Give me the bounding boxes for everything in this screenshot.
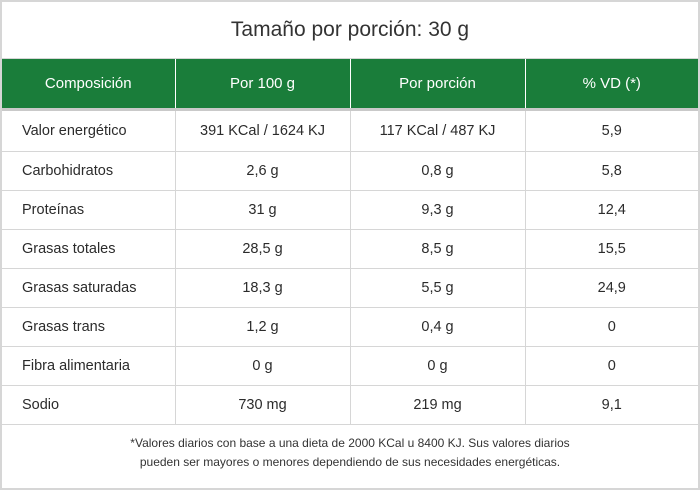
value-per-serving: 117 KCal / 487 KJ <box>349 109 525 152</box>
nutrient-name: Grasas totales <box>2 229 175 269</box>
column-header-per-100g: Por 100 g <box>174 59 350 111</box>
value-per-100g: 1,2 g <box>174 307 350 347</box>
daily-value-percent: 9,1 <box>524 385 698 425</box>
value-per-serving: 0,8 g <box>349 151 525 191</box>
footnote: *Valores diarios con base a una dieta de… <box>2 418 698 488</box>
nutrient-name: Sodio <box>2 385 175 425</box>
nutrient-name: Proteínas <box>2 190 175 230</box>
value-per-serving: 219 mg <box>349 385 525 425</box>
value-per-100g: 31 g <box>174 190 350 230</box>
table-row: Proteínas 31 g 9,3 g 12,4 <box>2 190 698 230</box>
daily-value-percent: 5,9 <box>524 109 698 152</box>
daily-value-percent: 12,4 <box>524 190 698 230</box>
value-per-100g: 2,6 g <box>174 151 350 191</box>
nutrient-name: Grasas trans <box>2 307 175 347</box>
table-row: Grasas saturadas 18,3 g 5,5 g 24,9 <box>2 268 698 308</box>
value-per-serving: 0 g <box>349 346 525 386</box>
value-per-100g: 28,5 g <box>174 229 350 269</box>
column-header-per-serving: Por porción <box>349 59 525 111</box>
value-per-serving: 0,4 g <box>349 307 525 347</box>
serving-size-title: Tamaño por porción: 30 g <box>2 2 698 59</box>
nutrient-name: Fibra alimentaria <box>2 346 175 386</box>
table-header-row: Composición Por 100 g Por porción % VD (… <box>2 59 698 111</box>
daily-value-percent: 24,9 <box>524 268 698 308</box>
value-per-100g: 730 mg <box>174 385 350 425</box>
nutrition-table: Composición Por 100 g Por porción % VD (… <box>2 59 698 425</box>
nutrient-name: Carbohidratos <box>2 151 175 191</box>
value-per-100g: 0 g <box>174 346 350 386</box>
column-header-composition: Composición <box>2 59 175 111</box>
value-per-serving: 9,3 g <box>349 190 525 230</box>
table-row: Valor energético 391 KCal / 1624 KJ 117 … <box>2 109 698 152</box>
column-header-daily-value: % VD (*) <box>524 59 698 111</box>
footnote-line-1: *Valores diarios con base a una dieta de… <box>130 436 570 450</box>
nutrient-name: Valor energético <box>2 109 175 152</box>
nutrient-name: Grasas saturadas <box>2 268 175 308</box>
value-per-100g: 18,3 g <box>174 268 350 308</box>
table-row: Fibra alimentaria 0 g 0 g 0 <box>2 346 698 386</box>
table-row: Grasas trans 1,2 g 0,4 g 0 <box>2 307 698 347</box>
daily-value-percent: 15,5 <box>524 229 698 269</box>
value-per-serving: 8,5 g <box>349 229 525 269</box>
value-per-100g: 391 KCal / 1624 KJ <box>174 109 350 152</box>
daily-value-percent: 0 <box>524 346 698 386</box>
table-row: Carbohidratos 2,6 g 0,8 g 5,8 <box>2 151 698 191</box>
value-per-serving: 5,5 g <box>349 268 525 308</box>
table-row: Grasas totales 28,5 g 8,5 g 15,5 <box>2 229 698 269</box>
daily-value-percent: 5,8 <box>524 151 698 191</box>
table-row: Sodio 730 mg 219 mg 9,1 <box>2 385 698 425</box>
footnote-line-2: pueden ser mayores o menores dependiendo… <box>139 455 561 469</box>
daily-value-percent: 0 <box>524 307 698 347</box>
